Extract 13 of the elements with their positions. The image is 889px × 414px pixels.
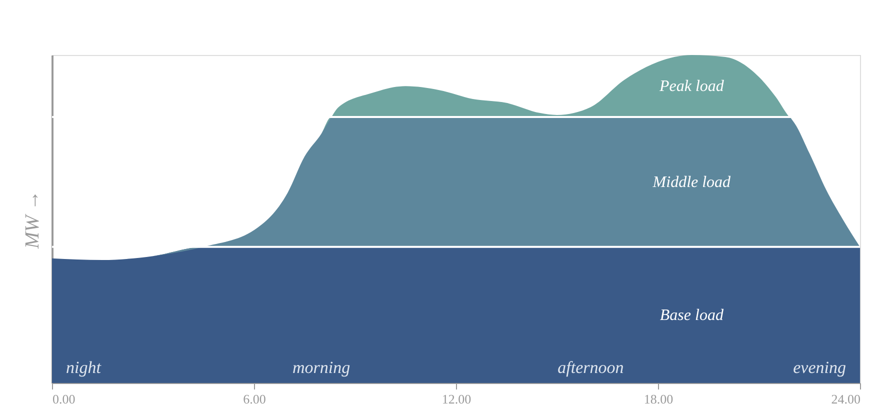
annotation: evening — [793, 358, 846, 377]
y-axis-title: MW → — [22, 190, 44, 250]
series-label: Peak load — [658, 78, 725, 95]
x-tick-label: 12.00 — [442, 392, 472, 406]
x-tick-label: 18.00 — [644, 392, 674, 406]
x-tick-label: 0.00 — [52, 392, 76, 406]
annotation: afternoon — [558, 358, 624, 377]
x-tick-label: 24.00 — [831, 392, 860, 406]
series-label: Base load — [660, 306, 724, 324]
x-tick-label: 6.00 — [243, 392, 266, 406]
annotation: morning — [292, 358, 350, 377]
annotation: night — [66, 358, 102, 377]
series-label: Middle load — [652, 174, 732, 191]
